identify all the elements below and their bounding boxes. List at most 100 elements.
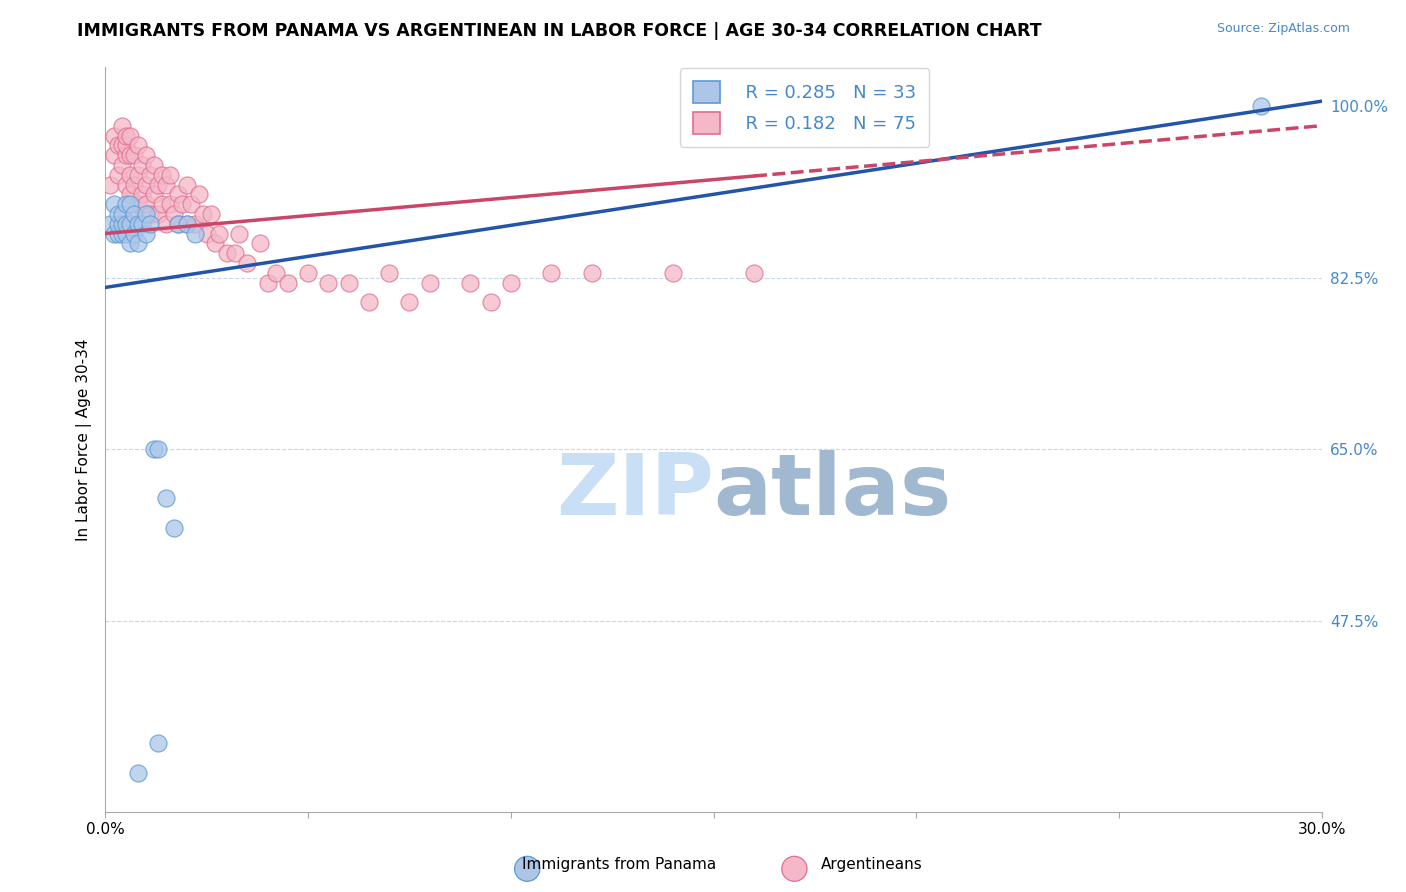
- Point: [107, 168, 129, 182]
- Point: [103, 227, 125, 241]
- Point: [236, 256, 259, 270]
- Point: [297, 266, 319, 280]
- Point: [499, 276, 522, 290]
- Text: Source: ZipAtlas.com: Source: ZipAtlas.com: [1216, 22, 1350, 36]
- Point: [318, 276, 340, 290]
- Point: [378, 266, 401, 280]
- Point: [107, 217, 129, 231]
- Point: [200, 207, 222, 221]
- Point: [143, 187, 166, 202]
- Point: [180, 197, 202, 211]
- Point: [122, 207, 145, 221]
- Point: [479, 295, 502, 310]
- Point: [155, 217, 177, 231]
- Point: [167, 187, 190, 202]
- Legend:   R = 0.285   N = 33,   R = 0.182   N = 75: R = 0.285 N = 33, R = 0.182 N = 75: [681, 69, 929, 147]
- Point: [167, 217, 190, 231]
- Point: [155, 491, 177, 505]
- Point: [131, 158, 153, 172]
- Point: [114, 148, 136, 162]
- Point: [118, 217, 141, 231]
- Point: [118, 236, 141, 251]
- Point: [114, 138, 136, 153]
- Point: [111, 217, 134, 231]
- Point: [114, 128, 136, 143]
- Point: [150, 197, 173, 211]
- Point: [107, 227, 129, 241]
- Point: [228, 227, 250, 241]
- Point: [159, 168, 181, 182]
- Point: [127, 197, 149, 211]
- Point: [191, 207, 214, 221]
- Point: [111, 227, 134, 241]
- Point: [98, 217, 121, 231]
- Point: [204, 236, 226, 251]
- Text: Immigrants from Panama: Immigrants from Panama: [522, 857, 716, 872]
- Point: [146, 207, 169, 221]
- Point: [122, 207, 145, 221]
- Text: ZIP: ZIP: [555, 450, 713, 533]
- Point: [1250, 99, 1272, 113]
- Text: IMMIGRANTS FROM PANAMA VS ARGENTINEAN IN LABOR FORCE | AGE 30-34 CORRELATION CHA: IMMIGRANTS FROM PANAMA VS ARGENTINEAN IN…: [77, 22, 1042, 40]
- Point: [163, 520, 186, 534]
- Point: [135, 197, 157, 211]
- Point: [183, 227, 205, 241]
- Point: [135, 227, 157, 241]
- Text: atlas: atlas: [713, 450, 952, 533]
- Point: [249, 236, 271, 251]
- Point: [183, 217, 205, 231]
- Point: [146, 442, 169, 456]
- Point: [122, 148, 145, 162]
- Point: [264, 266, 287, 280]
- Point: [195, 227, 218, 241]
- Point: [103, 197, 125, 211]
- Point: [337, 276, 360, 290]
- Point: [127, 217, 149, 231]
- Point: [146, 178, 169, 192]
- Point: [131, 187, 153, 202]
- Point: [118, 148, 141, 162]
- Point: [458, 276, 481, 290]
- Point: [159, 197, 181, 211]
- Point: [277, 276, 299, 290]
- Point: [176, 178, 198, 192]
- Point: [111, 207, 134, 221]
- Point: [419, 276, 441, 290]
- Point: [155, 178, 177, 192]
- Point: [176, 217, 198, 231]
- Point: [357, 295, 380, 310]
- Point: [131, 217, 153, 231]
- Point: [127, 168, 149, 182]
- Point: [111, 119, 134, 133]
- Point: [122, 227, 145, 241]
- Y-axis label: In Labor Force | Age 30-34: In Labor Force | Age 30-34: [76, 338, 91, 541]
- Point: [103, 128, 125, 143]
- Point: [163, 207, 186, 221]
- Point: [118, 197, 141, 211]
- Point: [114, 178, 136, 192]
- Point: [167, 217, 190, 231]
- Point: [114, 197, 136, 211]
- Point: [742, 266, 765, 280]
- Point: [127, 138, 149, 153]
- Point: [135, 178, 157, 192]
- Point: [143, 442, 166, 456]
- Point: [118, 128, 141, 143]
- Point: [139, 168, 162, 182]
- Point: [111, 138, 134, 153]
- Point: [122, 178, 145, 192]
- Point: [176, 217, 198, 231]
- Point: [146, 736, 169, 750]
- Point: [662, 266, 685, 280]
- Point: [187, 187, 209, 202]
- Point: [135, 207, 157, 221]
- Point: [139, 217, 162, 231]
- Point: [98, 178, 121, 192]
- Point: [111, 158, 134, 172]
- Point: [398, 295, 420, 310]
- Point: [143, 158, 166, 172]
- Point: [224, 246, 246, 260]
- Point: [150, 168, 173, 182]
- Point: [217, 246, 239, 260]
- Point: [103, 148, 125, 162]
